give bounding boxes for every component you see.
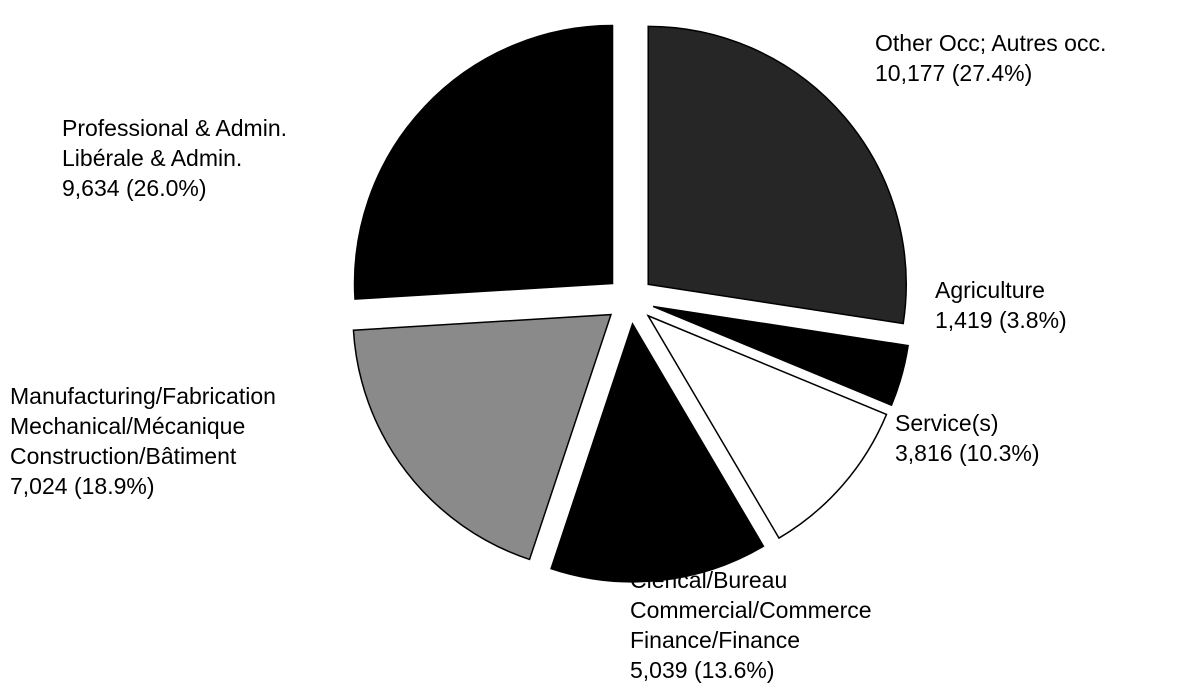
- pie-slice: [647, 25, 907, 325]
- value-label: 3,816 (10.3%): [895, 440, 1039, 466]
- slice-label: Mechanical/Mécanique: [10, 413, 245, 439]
- pie-slice: [646, 314, 888, 540]
- value-label: 9,634 (26.0%): [62, 175, 206, 201]
- slice-label: Manufacturing/Fabrication: [10, 383, 276, 409]
- pie-slice: [353, 24, 614, 300]
- pie-slice: [652, 305, 909, 407]
- value-label: 10,177 (27.4%): [875, 60, 1032, 86]
- pie-slice: [352, 313, 613, 561]
- slice-label: Other Occ; Autres occ.: [875, 30, 1106, 56]
- slice-label: Service(s): [895, 410, 999, 436]
- slice-label: Clerical/Bureau: [630, 567, 787, 593]
- value-label: 7,024 (18.9%): [10, 473, 154, 499]
- value-label: 5,039 (13.6%): [630, 657, 774, 683]
- slice-label: Agriculture: [935, 277, 1045, 303]
- slice-label: Commercial/Commerce: [630, 597, 872, 623]
- value-label: 1,419 (3.8%): [935, 307, 1067, 333]
- slice-label: Finance/Finance: [630, 627, 800, 653]
- slice-label: Libérale & Admin.: [62, 145, 242, 171]
- slice-label: Construction/Bâtiment: [10, 443, 237, 469]
- pie-slice: [550, 322, 765, 583]
- slice-label: Professional & Admin.: [62, 115, 287, 141]
